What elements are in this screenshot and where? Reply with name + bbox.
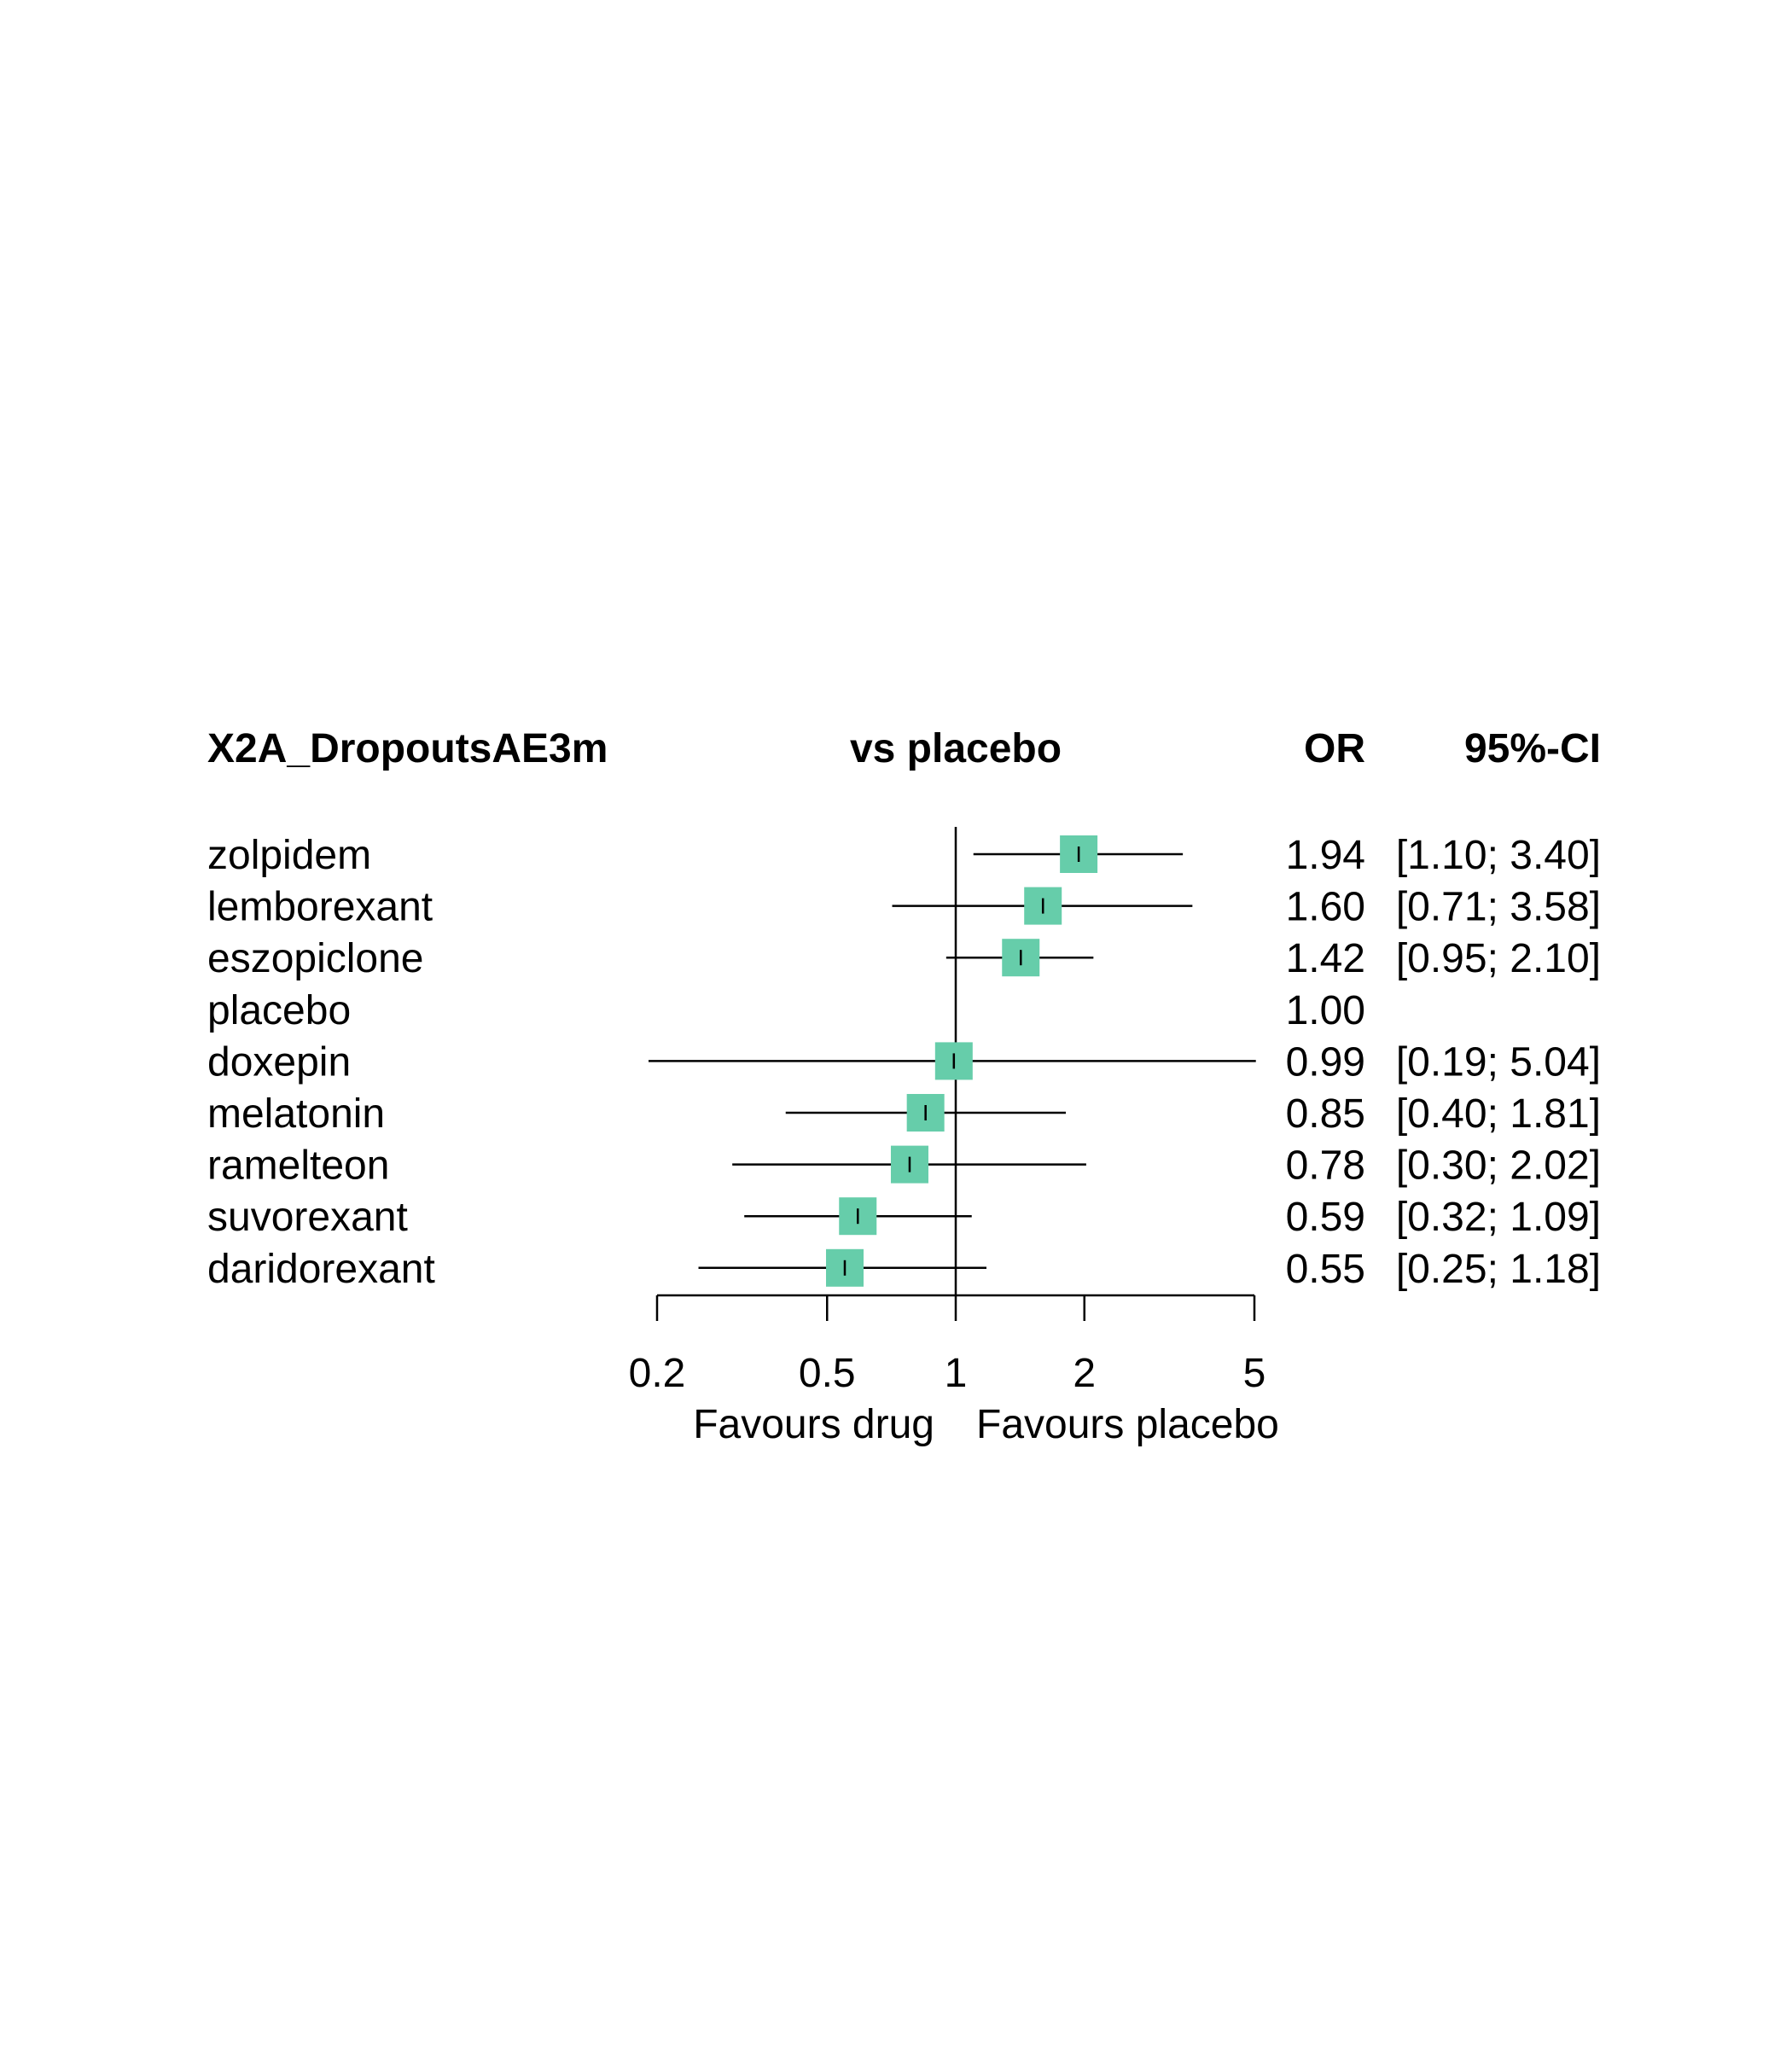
or-header: OR: [1304, 726, 1365, 771]
row-label: eszopiclone: [207, 936, 424, 981]
or-value: 1.42: [1286, 936, 1365, 981]
or-value: 1.00: [1286, 988, 1365, 1033]
ci-value: [0.30; 2.02]: [1396, 1143, 1601, 1189]
ci-value: [1.10; 3.40]: [1396, 833, 1601, 878]
or-value: 0.78: [1286, 1143, 1365, 1189]
forest-row-eszopiclone: eszopiclone 1.42 [0.95; 2.10]: [207, 936, 1601, 981]
forest-row-placebo: placebo 1.00: [207, 988, 1365, 1033]
row-label: daridorexant: [207, 1247, 435, 1292]
or-value: 1.94: [1286, 833, 1365, 878]
forest-row-zolpidem: zolpidem 1.94 [1.10; 3.40]: [207, 833, 1601, 878]
or-value: 0.55: [1286, 1247, 1365, 1292]
ci-value: [0.95; 2.10]: [1396, 936, 1601, 981]
row-label: ramelteon: [207, 1143, 389, 1189]
forest-row-suvorexant: suvorexant 0.59 [0.32; 1.09]: [207, 1195, 1601, 1240]
rows-layer: zolpidem 1.94 [1.10; 3.40] lemborexant 1.60 […: [207, 827, 1601, 1295]
x-tick-label: 0.2: [629, 1351, 686, 1396]
ci-value: [0.25; 1.18]: [1396, 1247, 1601, 1292]
favours-left-label: Favours drug: [693, 1402, 934, 1447]
x-axis: 0.2 0.5 1 2 5: [629, 1294, 1266, 1396]
comparison-header: vs placebo: [850, 726, 1062, 771]
or-value: 1.60: [1286, 885, 1365, 930]
ci-value: [0.19; 5.04]: [1396, 1039, 1601, 1085]
ci-value: [0.71; 3.58]: [1396, 885, 1601, 930]
forest-row-ramelteon: ramelteon 0.78 [0.30; 2.02]: [207, 1143, 1601, 1189]
favours-right-label: Favours placebo: [976, 1402, 1279, 1447]
row-label: suvorexant: [207, 1195, 408, 1240]
x-tick-label: 5: [1243, 1351, 1266, 1396]
or-value: 0.85: [1286, 1091, 1365, 1137]
row-label: zolpidem: [207, 833, 371, 878]
row-label: placebo: [207, 988, 351, 1033]
forest-row-daridorexant: daridorexant 0.55 [0.25; 1.18]: [207, 1247, 1601, 1292]
forest-row-doxepin: doxepin 0.99 [0.19; 5.04]: [207, 1039, 1601, 1085]
ci-header: 95%-CI: [1464, 726, 1601, 771]
plot-title: X2A_DropoutsAE3m: [207, 726, 608, 771]
forest-row-melatonin: melatonin 0.85 [0.40; 1.81]: [207, 1091, 1601, 1137]
row-label: lemborexant: [207, 885, 433, 930]
or-value: 0.99: [1286, 1039, 1365, 1085]
row-label: melatonin: [207, 1091, 385, 1137]
x-tick-label: 1: [945, 1351, 968, 1396]
ci-value: [0.40; 1.81]: [1396, 1091, 1601, 1137]
x-tick-label: 2: [1073, 1351, 1096, 1396]
forest-row-lemborexant: lemborexant 1.60 [0.71; 3.58]: [207, 885, 1601, 930]
row-label: doxepin: [207, 1039, 351, 1085]
ci-value: [0.32; 1.09]: [1396, 1195, 1601, 1240]
or-value: 0.59: [1286, 1195, 1365, 1240]
x-tick-label: 0.5: [799, 1351, 856, 1396]
